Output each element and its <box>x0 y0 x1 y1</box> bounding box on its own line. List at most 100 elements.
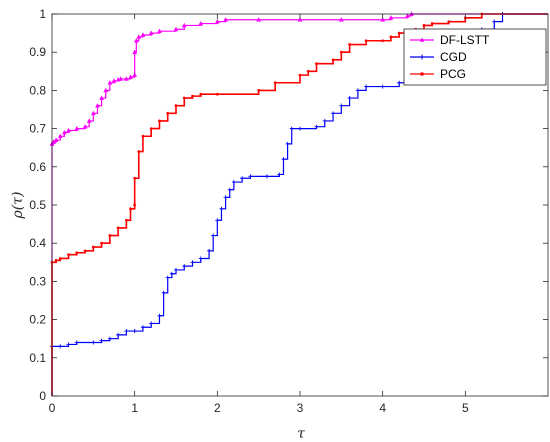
legend-label: CGD <box>440 50 467 64</box>
data-point <box>58 344 63 349</box>
data-point <box>66 342 71 347</box>
x-tick-label: 1 <box>131 401 138 415</box>
data-point <box>380 84 385 89</box>
data-point <box>129 207 132 211</box>
y-tick-label: 0.7 <box>29 122 46 136</box>
data-point <box>277 172 282 177</box>
data-point <box>123 76 129 81</box>
data-point <box>132 72 138 77</box>
y-tick-label: 0.2 <box>29 313 46 327</box>
data-point <box>116 332 121 337</box>
data-point <box>99 338 104 343</box>
data-point <box>264 174 269 179</box>
legend-marker <box>419 37 425 42</box>
legend-marker <box>420 72 424 76</box>
data-point <box>381 39 385 43</box>
data-point <box>133 38 139 43</box>
data-point <box>157 28 162 34</box>
y-tick-label: 0 <box>39 389 46 403</box>
data-point <box>422 24 426 27</box>
data-point <box>82 123 88 129</box>
data-point <box>215 92 219 96</box>
y-tick-label: 0.1 <box>29 351 46 365</box>
legend: DF-LSTT CGD PCG <box>403 28 547 86</box>
data-point <box>199 92 203 96</box>
y-tick-label: 0.9 <box>29 45 46 59</box>
data-point <box>348 43 351 46</box>
data-point <box>207 248 212 253</box>
data-point <box>339 50 343 54</box>
data-point <box>397 31 401 35</box>
data-point <box>58 257 62 260</box>
data-point <box>430 22 434 25</box>
legend-item: PCG <box>410 67 466 81</box>
x-tick-label: 3 <box>297 401 304 415</box>
data-point <box>95 102 100 108</box>
y-tick-label: 1 <box>39 7 46 21</box>
x-tick-label: 2 <box>214 401 221 415</box>
data-point <box>61 129 67 135</box>
data-point <box>256 16 262 22</box>
data-point <box>492 19 497 24</box>
data-point <box>67 253 70 257</box>
data-point <box>148 30 154 35</box>
data-point <box>223 195 228 200</box>
data-point <box>306 69 310 73</box>
data-point <box>149 321 154 326</box>
data-point <box>331 58 335 62</box>
data-point <box>219 206 224 211</box>
data-point <box>298 73 302 77</box>
data-point <box>91 245 95 249</box>
data-point <box>240 176 245 181</box>
data-point <box>380 16 386 22</box>
y-axis-title: ρ(τ) <box>10 192 26 220</box>
data-point <box>157 313 162 318</box>
legend-marker <box>419 54 425 60</box>
series-df-lstt <box>49 11 548 396</box>
data-point <box>86 118 92 123</box>
data-point <box>103 87 109 93</box>
data-point <box>339 103 344 108</box>
data-point <box>140 32 146 37</box>
data-point <box>355 88 360 93</box>
x-tick-label: 0 <box>49 401 56 415</box>
legend-item: DF-LSTT <box>410 33 490 47</box>
data-point <box>128 74 133 79</box>
data-point <box>198 20 204 26</box>
data-point <box>215 218 220 223</box>
data-point <box>447 20 451 24</box>
data-point <box>322 118 327 123</box>
x-tick-label: 4 <box>379 401 386 415</box>
data-point <box>124 329 129 334</box>
data-point <box>331 111 336 116</box>
data-point <box>141 134 145 138</box>
axes <box>51 13 549 397</box>
data-point <box>257 89 261 92</box>
data-point <box>273 81 277 85</box>
data-point <box>364 84 369 89</box>
data-point <box>173 26 179 32</box>
y-tick-label: 0.3 <box>29 274 46 288</box>
legend-item: CGD <box>410 50 467 64</box>
data-point <box>338 16 344 22</box>
data-point <box>66 127 71 133</box>
data-point <box>174 267 178 272</box>
data-point <box>133 203 137 207</box>
data-point <box>182 264 187 269</box>
data-point <box>136 34 142 39</box>
tick-labels: 0 1 2 3 4 5 0 0.1 0.2 0.3 0.4 0.5 0.6 0.7 0.8 0.9 1 <box>29 7 469 415</box>
data-point <box>91 340 96 345</box>
legend-label: DF-LSTT <box>440 33 490 47</box>
data-point <box>248 174 253 179</box>
data-point <box>285 141 290 146</box>
data-point <box>118 76 124 81</box>
y-tick-label: 0.4 <box>29 236 46 250</box>
data-point <box>125 218 128 222</box>
data-point <box>174 104 178 108</box>
data-point <box>297 16 303 22</box>
data-point <box>53 137 59 142</box>
data-point <box>281 157 286 162</box>
data-point <box>75 251 79 255</box>
data-point <box>90 110 96 116</box>
data-point <box>137 150 141 153</box>
